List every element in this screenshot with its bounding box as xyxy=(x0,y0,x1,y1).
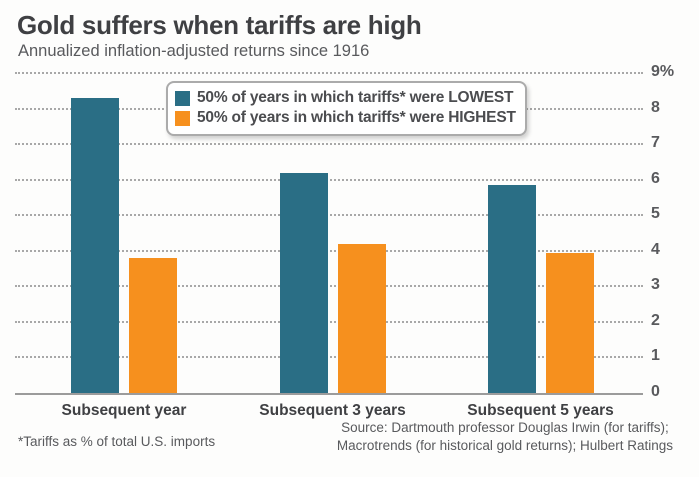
legend-swatch-lowest xyxy=(175,90,190,106)
chart-subtitle: Annualized inflation-adjusted returns si… xyxy=(18,42,370,60)
legend-item-lowest: 50% of years in which tariffs* were LOWE… xyxy=(175,89,516,107)
y-tick-label-6: 6 xyxy=(651,169,660,187)
y-tick-label-3: 3 xyxy=(651,276,660,294)
x-category-label-2: Subsequent 3 years xyxy=(259,402,406,419)
plot-area xyxy=(15,72,643,395)
x-category-label-1: Subsequent year xyxy=(61,402,187,419)
bar-highest-group1 xyxy=(129,257,177,393)
gridline-2 xyxy=(15,320,643,323)
source-line-2: Macrotrends (for historical gold returns… xyxy=(336,438,673,454)
y-tick-label-7: 7 xyxy=(651,134,660,152)
bar-lowest-group2 xyxy=(279,172,328,393)
x-category-label-3: Subsequent 5 years xyxy=(467,402,614,419)
legend-label-lowest: 50% of years in which tariffs* were LOWE… xyxy=(197,89,514,106)
bar-highest-group3 xyxy=(545,252,594,393)
y-tick-label-9: 9% xyxy=(651,63,675,81)
y-tick-label-0: 0 xyxy=(651,383,660,401)
gridline-5 xyxy=(15,214,643,217)
gridline-6 xyxy=(15,178,643,181)
gridline-9 xyxy=(15,72,643,74)
gridline-3 xyxy=(15,285,643,288)
legend: 50% of years in which tariffs* were LOWE… xyxy=(166,81,527,136)
gridline-7 xyxy=(15,143,643,146)
footnote: *Tariffs as % of total U.S. imports xyxy=(18,434,216,449)
legend-label-highest: 50% of years in which tariffs* were HIGH… xyxy=(197,109,516,126)
y-tick-label-8: 8 xyxy=(651,98,660,116)
gridline-4 xyxy=(15,249,643,252)
y-tick-label-5: 5 xyxy=(651,205,660,223)
bar-lowest-group1 xyxy=(71,97,119,393)
legend-item-highest: 50% of years in which tariffs* were HIGH… xyxy=(175,109,516,127)
y-tick-label-1: 1 xyxy=(651,347,660,365)
gridline-1 xyxy=(15,356,643,359)
source-line-1: Source: Dartmouth professor Douglas Irwi… xyxy=(341,420,669,435)
bar-lowest-group3 xyxy=(487,185,536,393)
source-attribution: Source: Dartmouth professor Douglas Irwi… xyxy=(337,419,673,455)
y-tick-label-2: 2 xyxy=(651,311,660,329)
legend-swatch-highest xyxy=(175,110,190,126)
chart-title: Gold suffers when tariffs are high xyxy=(17,10,422,40)
bar-highest-group2 xyxy=(337,243,386,393)
y-tick-label-4: 4 xyxy=(651,240,660,258)
